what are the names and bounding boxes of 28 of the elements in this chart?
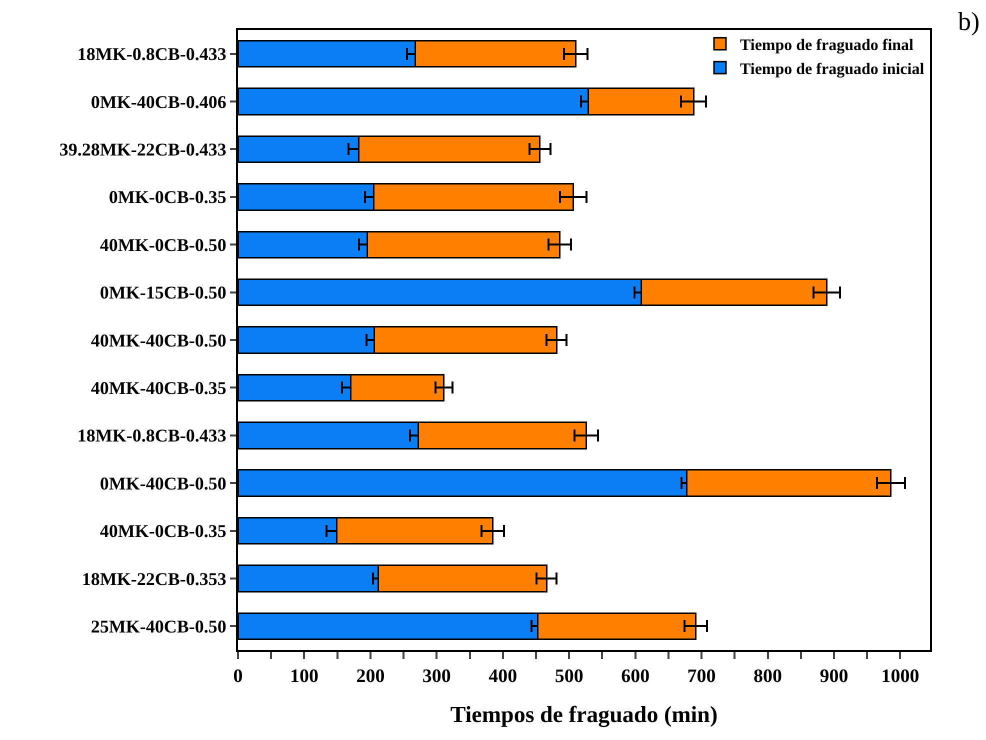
y-tick-label: 39.28MK-22CB-0.433 bbox=[59, 140, 226, 160]
x-tick-label: 800 bbox=[754, 666, 782, 687]
legend-label: Tiempo de fraguado final bbox=[740, 37, 914, 54]
x-tick-label: 200 bbox=[356, 666, 385, 687]
x-tick-label: 600 bbox=[621, 666, 650, 687]
y-tick-label: 25MK-40CB-0.50 bbox=[90, 616, 226, 636]
x-tick-label: 700 bbox=[687, 666, 716, 687]
y-tick-label: 40MK-40CB-0.35 bbox=[90, 378, 226, 398]
x-tick-label: 400 bbox=[488, 666, 518, 687]
x-axis-title: Tiempos de fraguado (min) bbox=[450, 702, 718, 728]
x-tick-label: 900 bbox=[820, 666, 848, 687]
x-tick-label: 1000 bbox=[881, 666, 920, 687]
y-tick-label: 40MK-40CB-0.50 bbox=[90, 330, 226, 350]
x-tick-label: 500 bbox=[554, 666, 584, 687]
y-tick-label: 0MK-15CB-0.50 bbox=[100, 282, 226, 303]
y-tick-label: 40MK-0CB-0.50 bbox=[100, 234, 226, 255]
y-tick-label: 18MK-22CB-0.353 bbox=[82, 568, 226, 589]
y-tick-label: 18MK-0.8CB-0.433 bbox=[77, 44, 226, 64]
y-tick-label: 0MK-0CB-0.35 bbox=[108, 187, 226, 208]
x-tick-label: 300 bbox=[422, 666, 451, 687]
legend-label: Tiempo de fraguado inicial bbox=[740, 60, 925, 78]
y-tick-label: 18MK-0.8CB-0.433 bbox=[77, 426, 226, 446]
x-tick-label: 100 bbox=[290, 666, 318, 687]
text: b) bbox=[958, 7, 980, 36]
y-tick-label: 0MK-40CB-0.50 bbox=[100, 473, 226, 494]
y-tick-label: 40MK-0CB-0.35 bbox=[100, 521, 226, 542]
x-tick-label: 0 bbox=[233, 666, 243, 687]
y-tick-label: 0MK-40CB-0.406 bbox=[90, 92, 226, 112]
